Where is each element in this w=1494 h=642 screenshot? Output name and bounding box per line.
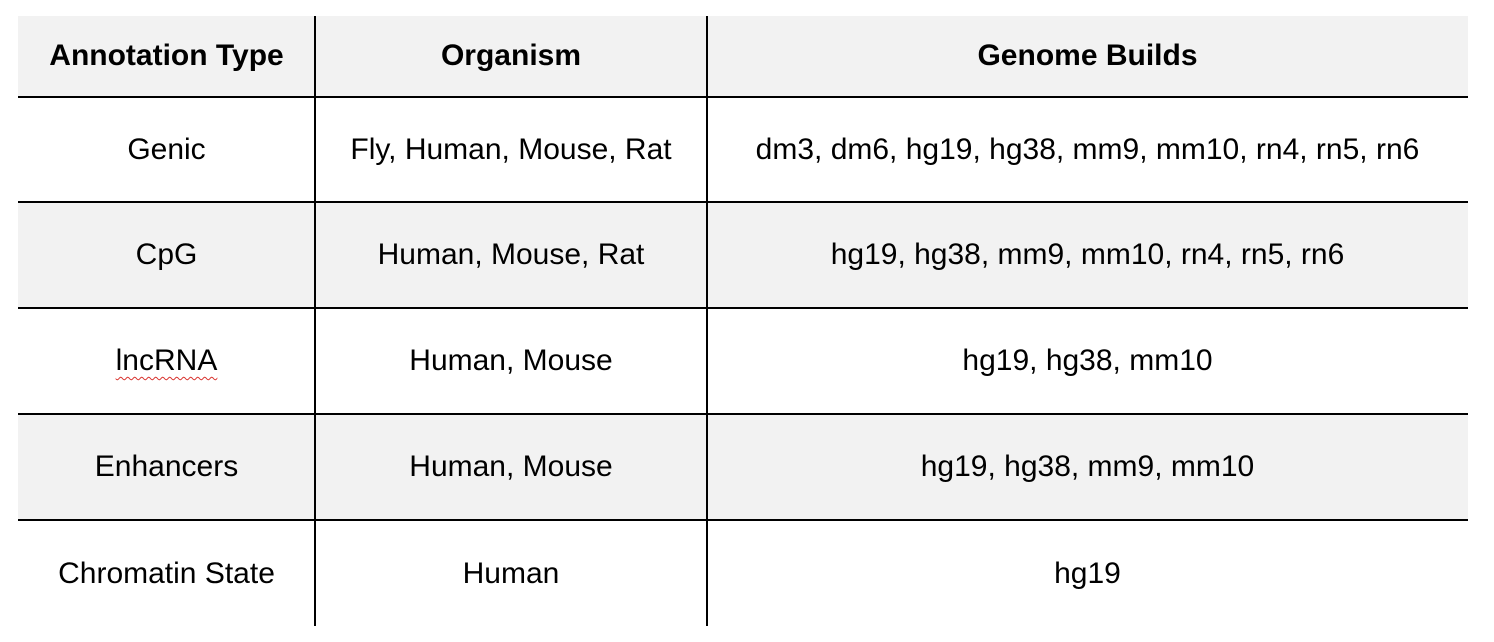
- organism-cell: Human, Mouse: [409, 344, 613, 377]
- table-row: Chromatin State Human hg19: [18, 521, 1468, 626]
- column-divider: [706, 16, 708, 626]
- header-organism: Organism: [440, 39, 582, 72]
- organism-cell: Fly, Human, Mouse, Rat: [350, 133, 672, 166]
- organism-cell: Human: [462, 556, 560, 590]
- genome-builds-cell: hg19, hg38, mm9, mm10, rn4, rn5, rn6: [830, 238, 1345, 271]
- spellcheck-flagged-word: lncRNA: [115, 344, 218, 377]
- annotation-type-cell: lncRNA: [18, 309, 315, 413]
- organism-cell: Human, Mouse, Rat: [377, 238, 645, 271]
- table-row: Genic Fly, Human, Mouse, Rat dm3, dm6, h…: [18, 98, 1468, 202]
- genome-builds-cell: dm3, dm6, hg19, hg38, mm9, mm10, rn4, rn…: [755, 133, 1420, 166]
- row-divider: [18, 413, 1468, 415]
- table-header-row: Annotation Type Organism Genome Builds: [18, 16, 1468, 96]
- row-divider: [18, 519, 1468, 521]
- organism-cell: Human, Mouse: [409, 450, 613, 483]
- table-row: Enhancers Human, Mouse hg19, hg38, mm9, …: [18, 415, 1468, 519]
- annotation-type-cell: Enhancers: [94, 450, 239, 483]
- table-row: CpG Human, Mouse, Rat hg19, hg38, mm9, m…: [18, 203, 1468, 307]
- annotation-type-cell: Chromatin State: [58, 556, 275, 590]
- header-genome-builds: Genome Builds: [977, 39, 1198, 72]
- header-annotation-type: Annotation Type: [49, 39, 284, 72]
- row-divider: [18, 201, 1468, 203]
- genome-builds-cell: hg19, hg38, mm10: [962, 344, 1213, 377]
- row-divider: [18, 307, 1468, 309]
- genome-builds-cell: hg19: [1054, 556, 1121, 590]
- annotation-type-cell: CpG: [135, 238, 198, 271]
- column-divider: [314, 16, 316, 626]
- annotation-table: Annotation Type Organism Genome Builds G…: [18, 16, 1468, 626]
- genome-builds-cell: hg19, hg38, mm9, mm10: [920, 450, 1255, 483]
- annotation-type-cell: Genic: [127, 133, 206, 166]
- header-divider: [18, 96, 1468, 98]
- table-row: lncRNA Human, Mouse hg19, hg38, mm10: [18, 309, 1468, 413]
